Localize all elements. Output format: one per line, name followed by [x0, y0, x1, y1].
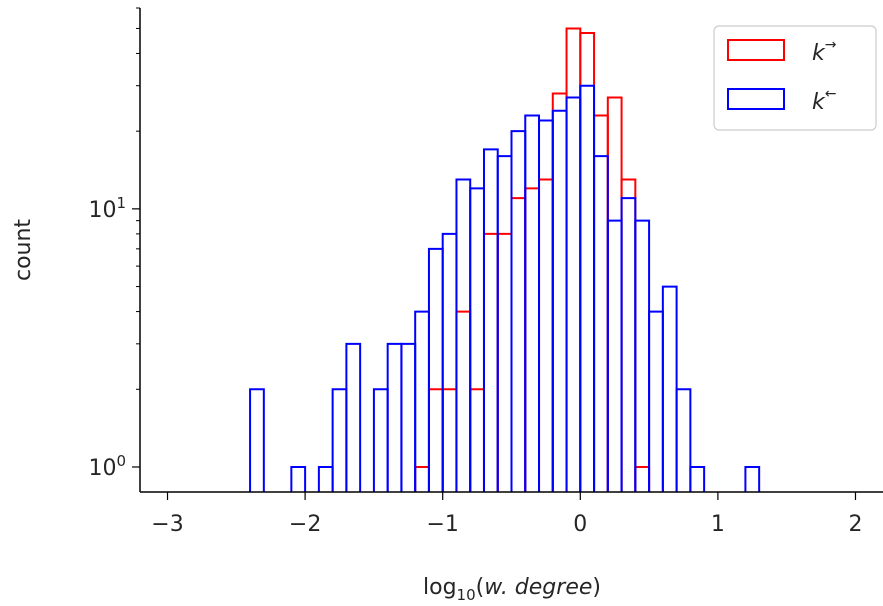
histogram-bar: [551, 109, 568, 492]
histogram-bar: [469, 388, 485, 492]
histogram-bar: [689, 465, 706, 492]
histogram-bar: [620, 197, 637, 492]
legend-swatch: [727, 39, 785, 61]
histogram-bar: [510, 130, 527, 492]
histogram-bar: [427, 388, 444, 492]
histogram-bar: [414, 465, 430, 492]
histogram-bar: [648, 310, 664, 492]
legend-label: k→: [812, 37, 837, 66]
x-tick-label: −3: [151, 512, 183, 537]
y-tick-label: 101: [88, 194, 126, 223]
histogram-bar: [634, 465, 651, 492]
y-axis-ticks: 100 101: [88, 7, 140, 481]
legend: k→ k←: [713, 25, 877, 131]
x-axis-ticks: −3 −2 −1 0 1 2: [151, 492, 862, 537]
histogram-bar: [524, 187, 541, 492]
histogram-bar: [400, 342, 417, 492]
histogram-bar: [661, 285, 678, 492]
histogram-bar: [744, 465, 761, 492]
histogram-bar: [593, 114, 609, 492]
histogram-bar: [579, 32, 596, 492]
legend-swatch: [727, 88, 785, 110]
histogram-bar: [372, 388, 389, 492]
histogram-bar: [331, 388, 348, 492]
x-tick-label: −1: [426, 512, 458, 537]
histogram-bar: [414, 310, 430, 492]
histogram-bar: [606, 96, 623, 492]
x-tick-label: −2: [289, 512, 321, 537]
histogram-bar: [455, 178, 472, 492]
x-tick-label: 0: [573, 512, 587, 537]
histogram-bar: [469, 187, 485, 492]
histogram-bar: [290, 465, 307, 492]
series-layer: [249, 27, 761, 492]
histogram-bar: [482, 148, 499, 492]
histogram-bar: [386, 342, 403, 492]
x-tick-label: 2: [848, 512, 862, 537]
legend-frame: [713, 25, 877, 131]
histogram-bar: [496, 232, 513, 492]
histogram-bar: [551, 92, 568, 492]
series-k-out: [414, 27, 651, 492]
histogram-bar: [482, 232, 499, 492]
histogram-bar: [455, 310, 472, 492]
histogram-bar: [510, 197, 527, 492]
histogram-bar: [524, 114, 541, 492]
y-axis-label: count: [11, 219, 36, 281]
histogram-bar: [675, 388, 692, 492]
histogram-bar: [317, 465, 334, 492]
histogram-bar: [441, 388, 458, 492]
legend-label: k←: [812, 86, 836, 115]
histogram-bar: [579, 84, 596, 492]
series-k-in: [249, 84, 761, 492]
histogram-bar: [634, 219, 651, 492]
axes-frame: [139, 8, 883, 493]
histogram-bar: [606, 219, 623, 492]
y-tick-label: 100: [88, 452, 126, 481]
histogram-bar: [249, 388, 265, 492]
histogram-bar: [496, 155, 513, 492]
histogram-bar: [593, 155, 609, 492]
histogram-bar: [538, 119, 554, 492]
histogram-bar: [620, 178, 637, 492]
x-axis-label: log10(w. degree): [423, 575, 601, 604]
histogram-bar: [538, 178, 554, 492]
histogram-bar: [441, 232, 458, 492]
histogram-bar: [565, 96, 582, 492]
histogram-bar: [427, 247, 444, 492]
histogram-bar: [345, 342, 362, 492]
x-tick-label: 1: [711, 512, 725, 537]
